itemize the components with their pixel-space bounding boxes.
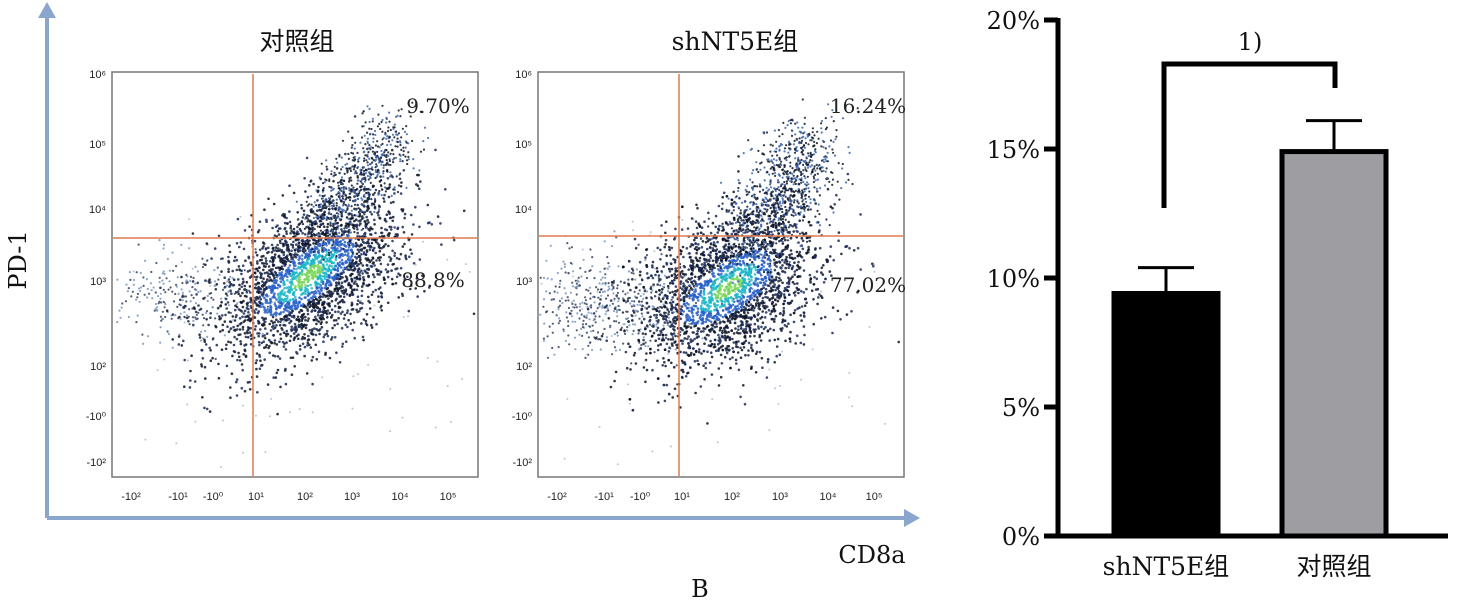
flow-y-axis-title: PD-1 bbox=[4, 230, 32, 289]
y-tick-label: 10⁶ bbox=[515, 69, 532, 81]
x-tick-label: -10¹ bbox=[168, 491, 188, 503]
quadrant-bottom-right-control: 88.8% bbox=[401, 268, 465, 292]
error-bar bbox=[1138, 266, 1194, 294]
x-tick-label: 10⁴ bbox=[392, 491, 409, 503]
y-tick-label: 10³ bbox=[516, 276, 532, 288]
x-tick-label: -10² bbox=[547, 491, 567, 503]
plot-frame-control bbox=[111, 71, 479, 478]
y-tick-labels-control: 10⁶ 10⁵ 10⁴ 10³ 10² -10⁰ -10² bbox=[86, 69, 107, 469]
quadrant-top-right-shnt5e: 16.24% bbox=[830, 94, 906, 118]
y-tick-label: 10³ bbox=[90, 276, 106, 288]
significance-bracket bbox=[1161, 61, 1338, 208]
flow-y-axis-arrow bbox=[38, 2, 56, 18]
y-tick-label: -10² bbox=[512, 457, 532, 469]
x-tick-label: -10¹ bbox=[594, 491, 614, 503]
y-tick-label: -10² bbox=[86, 457, 106, 469]
x-tick-label: -10⁰ bbox=[203, 491, 224, 503]
x-tick-label: 10³ bbox=[772, 491, 788, 503]
x-tick-label: 10¹ bbox=[248, 491, 264, 503]
bar-y-tick-label: 20% bbox=[987, 7, 1040, 35]
error-bar bbox=[1306, 119, 1362, 152]
bar-y-tick-label: 0% bbox=[1002, 523, 1040, 551]
y-tick-label: 10⁵ bbox=[515, 139, 532, 151]
significance-label: 1) bbox=[1238, 28, 1263, 56]
flow-axes: PD-1 CD8a B bbox=[4, 2, 920, 603]
bar-y-ticks: 0% 5% 10% 15% 20% bbox=[987, 7, 1058, 551]
x-tick-labels-shnt5e: -10² -10¹ -10⁰ 10¹ 10² 10³ 10⁴ 10⁵ bbox=[547, 491, 882, 503]
x-tick-label: 10¹ bbox=[674, 491, 690, 503]
x-tick-labels-control: -10² -10¹ -10⁰ 10¹ 10² 10³ 10⁴ 10⁵ bbox=[121, 491, 456, 503]
x-tick-label: 10² bbox=[297, 491, 313, 503]
bar-y-tick-label: 5% bbox=[1002, 394, 1040, 422]
x-tick-label: -10⁰ bbox=[630, 491, 651, 503]
bar-category-label: shNT5E组 bbox=[1103, 552, 1230, 581]
y-tick-labels-shnt5e: 10⁶ 10⁵ 10⁴ 10³ 10² -10⁰ -10² bbox=[512, 69, 533, 469]
bar-category-labels: shNT5E组 对照组 bbox=[1103, 552, 1372, 581]
y-tick-label: -10⁰ bbox=[86, 411, 107, 423]
y-tick-label: 10⁵ bbox=[89, 139, 106, 151]
bar-y-tick-label: 15% bbox=[987, 136, 1040, 164]
y-tick-label: 10² bbox=[516, 361, 532, 373]
quadrant-bottom-right-shnt5e: 77.02% bbox=[830, 273, 906, 297]
bar-category-label: 对照组 bbox=[1296, 552, 1371, 581]
figure-label: B bbox=[691, 575, 709, 603]
x-tick-label: 10⁵ bbox=[440, 491, 457, 503]
x-tick-label: -10² bbox=[121, 491, 141, 503]
y-tick-label: 10² bbox=[90, 361, 106, 373]
x-tick-label: 10⁴ bbox=[820, 491, 837, 503]
bar-marks bbox=[1111, 119, 1389, 539]
bar-chart: 0% 5% 10% 15% 20% shNT5E组 对照组 1) bbox=[987, 7, 1448, 581]
y-tick-label: 10⁶ bbox=[89, 69, 106, 81]
bar bbox=[1111, 290, 1221, 539]
flow-panel-control: 对照组 9.70% 88.8% 10⁶ 10⁵ 10⁴ 10³ 10² -10⁰… bbox=[86, 27, 479, 503]
x-tick-label: 10⁵ bbox=[866, 491, 883, 503]
bar-y-tick-label: 10% bbox=[987, 265, 1040, 293]
x-tick-label: 10² bbox=[724, 491, 740, 503]
y-tick-label: 10⁴ bbox=[89, 204, 106, 216]
plot-frame-shnt5e bbox=[537, 71, 905, 478]
x-tick-label: 10³ bbox=[344, 491, 360, 503]
panel-title-control: 对照组 bbox=[259, 27, 334, 56]
flow-x-axis-arrow bbox=[904, 509, 920, 527]
quadrant-top-right-control: 9.70% bbox=[406, 94, 470, 118]
y-tick-label: -10⁰ bbox=[512, 411, 533, 423]
bar bbox=[1279, 149, 1389, 539]
flow-x-axis-title: CD8a bbox=[838, 541, 905, 569]
scatter-points-shnt5e bbox=[539, 98, 900, 466]
y-tick-label: 10⁴ bbox=[515, 204, 532, 216]
flow-panel-shnt5e: shNT5E组 16.24% 77.02% 10⁶ 10⁵ 10⁴ 10³ 10… bbox=[512, 27, 906, 503]
panel-title-shnt5e: shNT5E组 bbox=[672, 27, 799, 56]
